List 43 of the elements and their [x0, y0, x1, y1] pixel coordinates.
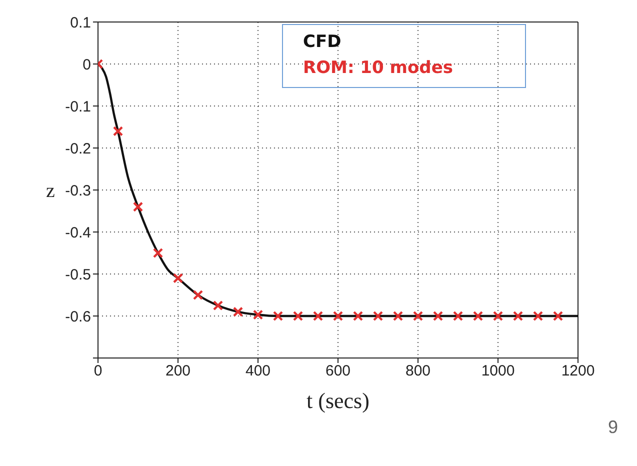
- point: [232, 306, 244, 317]
- x-tick-label: 0: [94, 362, 102, 380]
- point: [472, 310, 484, 322]
- y-axis-title: z: [46, 180, 55, 202]
- point: [292, 310, 304, 322]
- point: [392, 310, 404, 322]
- point: [212, 300, 224, 311]
- x-tick-label: 1200: [561, 362, 595, 380]
- text: CFD: [303, 31, 342, 54]
- point: [452, 310, 464, 322]
- point: [272, 310, 284, 322]
- text: ROM: 10 modes: [303, 57, 454, 80]
- point: [172, 273, 184, 284]
- point: [192, 290, 204, 300]
- point: [532, 310, 544, 322]
- point: [152, 248, 164, 258]
- point: [112, 126, 124, 136]
- y-tick-label: -0.5: [65, 266, 91, 284]
- point: [372, 310, 384, 322]
- x-axis-title: t (secs): [306, 388, 370, 413]
- point: [512, 310, 524, 322]
- y-tick-label: -0.4: [65, 224, 91, 242]
- point: [252, 310, 264, 320]
- point: [432, 310, 444, 322]
- y-tick-label: 0.1: [70, 14, 91, 32]
- x-tick-label: 1000: [481, 362, 515, 380]
- point: [552, 310, 564, 322]
- point: [492, 310, 504, 322]
- text: 9: [608, 417, 618, 438]
- x-tick-label: 800: [405, 362, 431, 380]
- y-tick-label: -0.6: [65, 308, 91, 326]
- y-tick-label: -0.1: [65, 98, 91, 116]
- y-tick-label: 0: [82, 56, 91, 74]
- point: [332, 310, 344, 322]
- x-tick-label: 400: [245, 362, 271, 380]
- point: [412, 310, 424, 322]
- y-tick-label: -0.3: [65, 182, 91, 200]
- x-tick-label: 200: [165, 362, 191, 380]
- point: [312, 310, 324, 322]
- point: [352, 310, 364, 322]
- point: [132, 202, 144, 212]
- y-tick-label: -0.2: [65, 140, 91, 158]
- x-tick-label: 600: [325, 362, 351, 380]
